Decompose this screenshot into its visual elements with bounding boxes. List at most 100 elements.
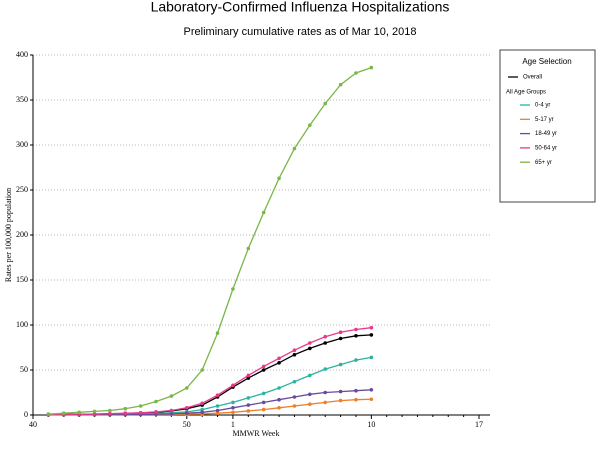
legend-title: Age Selection	[522, 57, 571, 66]
legend-box	[499, 49, 596, 203]
data-point	[200, 410, 204, 415]
data-point	[338, 389, 343, 394]
data-point	[231, 406, 235, 410]
data-point	[323, 390, 328, 395]
data-point	[277, 397, 281, 402]
y-tick-label: 100	[16, 320, 28, 329]
data-point	[261, 400, 266, 405]
series-line	[48, 66, 372, 415]
data-point	[46, 412, 51, 416]
data-point	[338, 82, 343, 87]
data-point	[169, 412, 174, 416]
data-point	[138, 404, 143, 408]
data-point	[323, 367, 328, 371]
data-point	[184, 386, 189, 390]
data-point	[277, 176, 281, 181]
data-point	[369, 333, 374, 337]
y-tick-label: 300	[16, 140, 28, 149]
data-point	[308, 373, 312, 378]
x-axis-label: MMWR Week	[233, 429, 280, 438]
data-point	[200, 368, 204, 372]
data-point	[169, 394, 174, 398]
data-point	[277, 361, 281, 365]
legend-label: 65+ yr	[535, 160, 552, 166]
data-point	[231, 400, 235, 405]
y-tick-label: 350	[16, 95, 28, 104]
data-point	[108, 411, 112, 416]
data-point	[154, 399, 158, 404]
data-point	[92, 412, 97, 416]
data-point	[77, 410, 81, 415]
data-point	[292, 379, 297, 384]
data-point	[292, 348, 297, 353]
data-point	[277, 406, 281, 410]
data-point	[108, 408, 112, 413]
series-line	[48, 389, 372, 416]
data-point	[215, 331, 220, 335]
data-point	[246, 403, 251, 407]
data-point	[184, 406, 189, 410]
legend-label: 50-64 yr	[535, 145, 557, 151]
data-point	[292, 395, 297, 399]
data-point	[215, 404, 220, 408]
legend-label: 5-17 yr	[535, 117, 554, 123]
data-point	[323, 101, 328, 106]
data-point	[369, 397, 374, 402]
y-tick-label: 150	[16, 275, 28, 284]
data-point	[215, 411, 220, 416]
y-tick-label: 200	[16, 230, 28, 239]
data-point	[261, 407, 266, 412]
y-axis-label: Rates per 100,000 population	[4, 188, 13, 282]
data-point	[246, 246, 251, 251]
legend-label: Overall	[523, 75, 542, 81]
data-point	[338, 362, 343, 367]
data-point	[308, 392, 312, 397]
legend-group-label: All Age Groups	[506, 90, 546, 96]
data-point	[169, 408, 174, 413]
data-point	[215, 393, 220, 398]
data-point	[292, 404, 297, 408]
data-point	[277, 356, 281, 361]
data-point	[261, 368, 266, 372]
data-point	[277, 386, 281, 390]
x-tick-label: 17	[475, 420, 483, 429]
y-tick-label: 0	[24, 410, 28, 419]
chart-title: Laboratory-Confirmed Influenza Hospitali…	[151, 0, 450, 15]
data-point	[354, 388, 358, 393]
data-point	[354, 71, 358, 75]
data-point	[308, 123, 312, 127]
legend-label: 0-4 yr	[535, 103, 550, 109]
data-point	[246, 376, 251, 380]
x-tick-label: 50	[183, 420, 191, 429]
y-tick-label: 50	[20, 365, 28, 374]
x-tick-label: 10	[367, 420, 375, 429]
data-point	[184, 411, 189, 416]
data-point	[369, 388, 374, 392]
data-point	[369, 65, 374, 70]
data-point	[338, 398, 343, 403]
data-point	[261, 210, 266, 215]
data-point	[154, 410, 158, 414]
data-point	[231, 287, 235, 291]
data-point	[308, 402, 312, 407]
data-point	[354, 358, 358, 362]
data-point	[323, 334, 328, 339]
series-line	[48, 356, 372, 416]
data-point	[292, 146, 297, 151]
data-point	[292, 352, 297, 357]
data-point	[246, 396, 251, 400]
data-point	[308, 346, 312, 351]
data-point	[231, 410, 235, 415]
data-point	[215, 408, 220, 413]
data-point	[231, 383, 235, 388]
y-tick-label: 400	[16, 50, 28, 59]
data-point	[369, 355, 374, 360]
data-point	[261, 364, 266, 369]
data-point	[338, 336, 343, 341]
chart-subtitle: Preliminary cumulative rates as of Mar 1…	[184, 26, 417, 38]
legend-label: 18-49 yr	[535, 131, 557, 137]
data-point	[61, 411, 66, 416]
y-tick-label: 250	[16, 185, 28, 194]
data-point	[323, 341, 328, 345]
data-point	[261, 391, 266, 396]
